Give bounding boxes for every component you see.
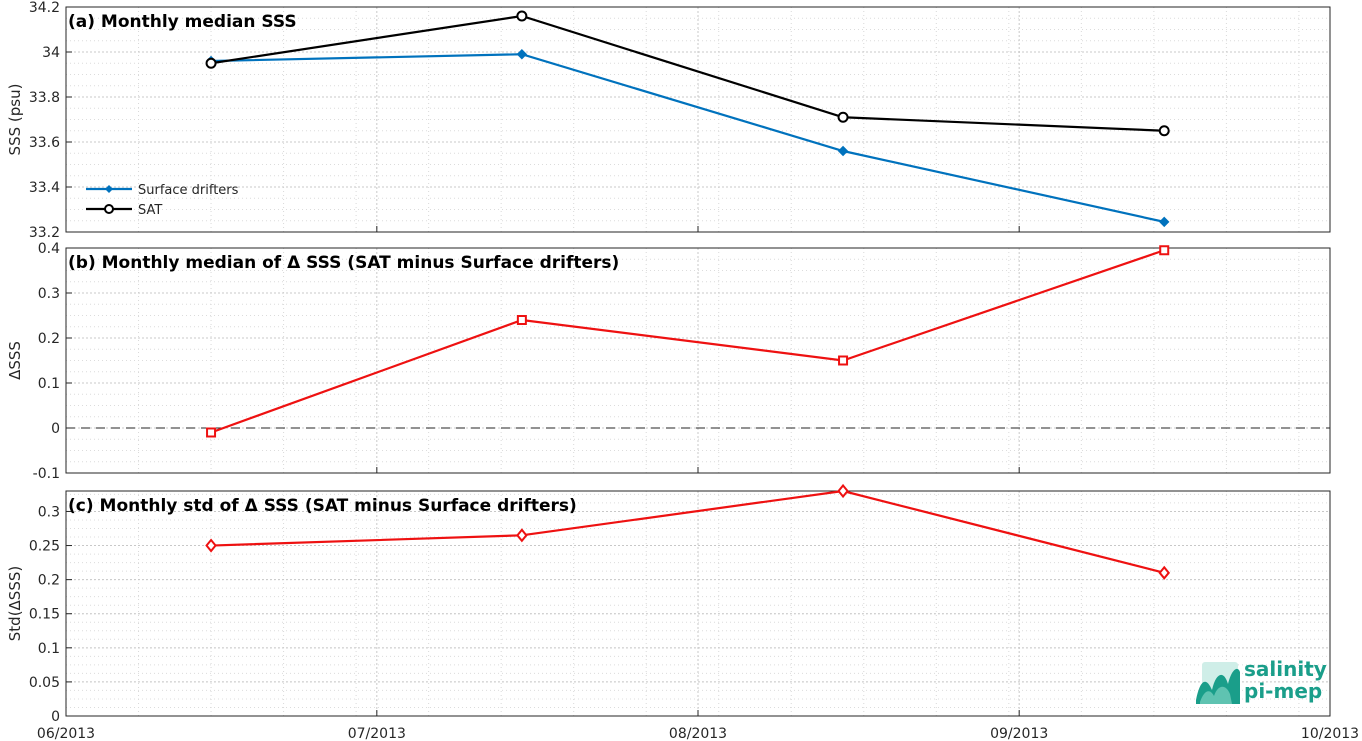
legend-label: Surface drifters [138,183,239,198]
y-tick-label: 34 [42,45,60,61]
data-point [1158,125,1170,137]
y-tick-label: 0.3 [38,286,60,302]
legend-marker [104,204,114,214]
legend: Surface drifters SAT [86,183,239,218]
data-point [205,57,217,69]
series-line-1 [211,53,1165,223]
data-point [206,427,217,438]
x-tick-label: 07/2013 [348,726,406,741]
y-tick-label: 0.15 [29,607,60,623]
data-point [1159,216,1170,228]
data-point [516,49,528,60]
panel-b: -0.1 0 0.1 0.2 0.3 0.4 (b) Monthly median of Δ… [6,241,1331,482]
logo-line2: pi-mep [1244,679,1322,703]
data-point [837,111,849,123]
logo-line1: salinity [1244,657,1327,681]
y-tick-label: 0.2 [38,573,60,589]
series-line-2 [210,14,1165,132]
series-line-1 [211,489,1165,574]
plot-frame [65,247,1331,474]
y-tick-label: -0.1 [33,466,60,482]
x-tick-label: 08/2013 [669,726,727,741]
data-point [838,355,849,366]
y-axis-label: Std(ΔSSS) [6,566,24,641]
panel-title: (a) Monthly median SSS [68,12,297,32]
panel-a: 33.2 33.4 33.6 33.8 34 34.2 (a) Monthly median… [6,0,1331,241]
panel-c: 0 0.05 0.1 0.15 0.2 0.25 0.3 (c) Monthly std of… [6,483,1331,725]
data-point [516,10,528,22]
y-tick-label: 0.05 [29,675,60,691]
y-tick-label: 33.8 [29,90,60,106]
data-point [837,483,849,499]
y-tick-label: 0 [51,709,60,725]
series-line-1 [210,249,1165,434]
y-tick-label: 0.3 [38,504,60,520]
y-tick-label: 0.1 [38,376,60,392]
data-point [837,145,849,157]
x-tick-label: 06/2013 [37,726,95,741]
y-tick-label: 33.2 [29,225,60,241]
y-tick-label: 33.4 [29,180,60,196]
legend-label: SAT [138,203,162,218]
salinity-pimep-logo: salinity pi-mep [1196,657,1327,704]
legend-marker [105,185,113,193]
y-tick-label: 0.25 [29,539,60,555]
wave-icon [1196,662,1240,704]
x-tick-label: 09/2013 [990,726,1048,741]
panel-title: (b) Monthly median of Δ SSS (SAT minus S… [68,253,619,273]
data-point [516,528,528,543]
y-tick-label: 33.6 [29,135,60,151]
y-tick-label: 0.1 [38,641,60,657]
plot-frame [65,490,1331,717]
y-tick-label: 0.2 [38,331,60,347]
y-axis-label: SSS (psu) [6,84,24,156]
data-point [1158,565,1171,580]
y-tick-label: 0 [51,421,60,437]
panel-title: (c) Monthly std of Δ SSS (SAT minus Surf… [68,496,577,516]
x-tick-label: 10/2013 [1301,726,1359,741]
plot-frame [65,6,1331,233]
data-point [205,538,217,553]
y-tick-label: 34.2 [29,0,60,16]
y-axis-label: ΔSSS [6,341,24,380]
y-tick-label: 0.4 [38,241,60,257]
data-point [516,315,527,325]
data-point [1159,245,1170,256]
